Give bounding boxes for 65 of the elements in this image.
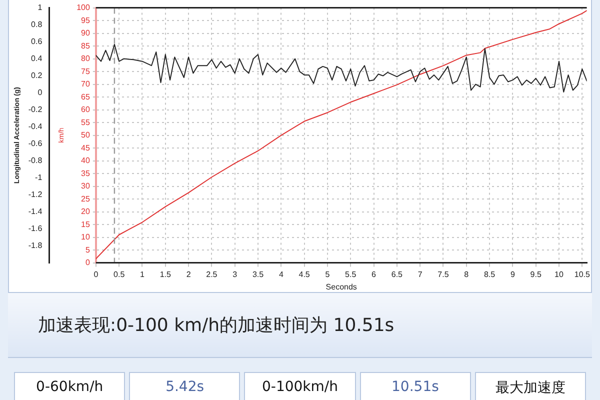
y2-tick-label: 15 — [81, 220, 90, 229]
y2-tick-label: 5 — [85, 245, 90, 254]
x-tick-label: 5 — [325, 270, 330, 279]
x-tick-label: 7 — [418, 270, 423, 279]
x-tick-label: 7.5 — [438, 270, 450, 279]
x-tick-label: 10.5 — [574, 270, 590, 279]
y2-tick-label: 35 — [81, 168, 90, 178]
x-tick-label: 2 — [186, 270, 192, 279]
y-tick-label: -0.8 — [28, 156, 43, 166]
text: 加速表现:0-100 km/h的加速时间为 10.51s — [38, 314, 394, 337]
x-tick-label: 8.5 — [484, 270, 496, 279]
x-tick-label: 3 — [232, 270, 238, 279]
x-axis-title: Seconds — [326, 282, 357, 292]
y2-tick-label: 20 — [81, 207, 90, 216]
y2-tick-label: 70 — [81, 80, 90, 89]
y-tick-label: 0.8 — [31, 20, 43, 30]
y-tick-label: -1.2 — [28, 190, 43, 200]
x-tick-label: 5.5 — [345, 270, 357, 279]
y2-tick-label: 95 — [81, 16, 90, 25]
y-tick-label: -0.2 — [28, 105, 43, 114]
x-tick-label: 10 — [554, 270, 564, 279]
x-tick-label: 8 — [464, 270, 470, 279]
text: 5.42s — [129, 372, 240, 400]
x-tick-label: 0 — [94, 270, 99, 279]
y2-tick-label: 30 — [81, 182, 90, 191]
y2-tick-label: 85 — [81, 41, 90, 50]
y2-tick-label: 40 — [81, 156, 90, 166]
x-tick-label: 9.5 — [530, 270, 542, 279]
y-tick-label: 0.4 — [31, 54, 43, 64]
y2-tick-label: 80 — [81, 54, 90, 64]
y-tick-label: 0.2 — [31, 71, 43, 80]
y2-tick-label: 65 — [81, 92, 90, 102]
x-tick-label: 6 — [372, 270, 377, 279]
y-tick-label: 0.6 — [31, 37, 43, 46]
y-tick-label: 0 — [38, 88, 43, 98]
y-tick-label: -0.4 — [28, 122, 43, 132]
x-tick-label: 4.5 — [298, 270, 310, 279]
y-tick-label: -1.6 — [28, 224, 43, 234]
text: 10.51s — [360, 372, 471, 400]
x-tick-label: 2.5 — [206, 270, 218, 279]
y-tick-label: 1 — [38, 3, 43, 12]
text: 0-60km/h — [14, 372, 126, 400]
y2-tick-label: 0 — [85, 258, 90, 268]
text: 最大加速度 — [474, 372, 586, 400]
y2-tick-label: 55 — [81, 118, 90, 127]
y2-tick-label: 100 — [76, 3, 90, 12]
y-tick-label: -0.6 — [28, 139, 43, 148]
x-tick-label: 1.5 — [160, 270, 172, 279]
y-tick-label: -1.4 — [28, 207, 43, 216]
x-tick-label: 1 — [140, 270, 146, 279]
y2-tick-label: 60 — [81, 105, 90, 114]
x-tick-label: 0.5 — [114, 270, 126, 279]
y2-tick-label: 50 — [81, 130, 90, 140]
y2-tick-label: 45 — [81, 143, 90, 152]
x-tick-label: 3.5 — [252, 270, 264, 279]
x-tick-label: 9 — [510, 270, 516, 279]
y2-tick-label: 10 — [81, 232, 90, 242]
x-tick-label: 6.5 — [391, 270, 404, 279]
y-tick-label: -1 — [35, 173, 43, 182]
y2-tick-label: 75 — [81, 66, 90, 76]
y-tick-label: -1.8 — [28, 241, 43, 250]
y2-tick-label: 25 — [81, 194, 90, 204]
text: 0-100km/h — [244, 372, 356, 400]
y2-tick-label: 90 — [81, 28, 90, 38]
x-tick-label: 4 — [278, 270, 284, 279]
